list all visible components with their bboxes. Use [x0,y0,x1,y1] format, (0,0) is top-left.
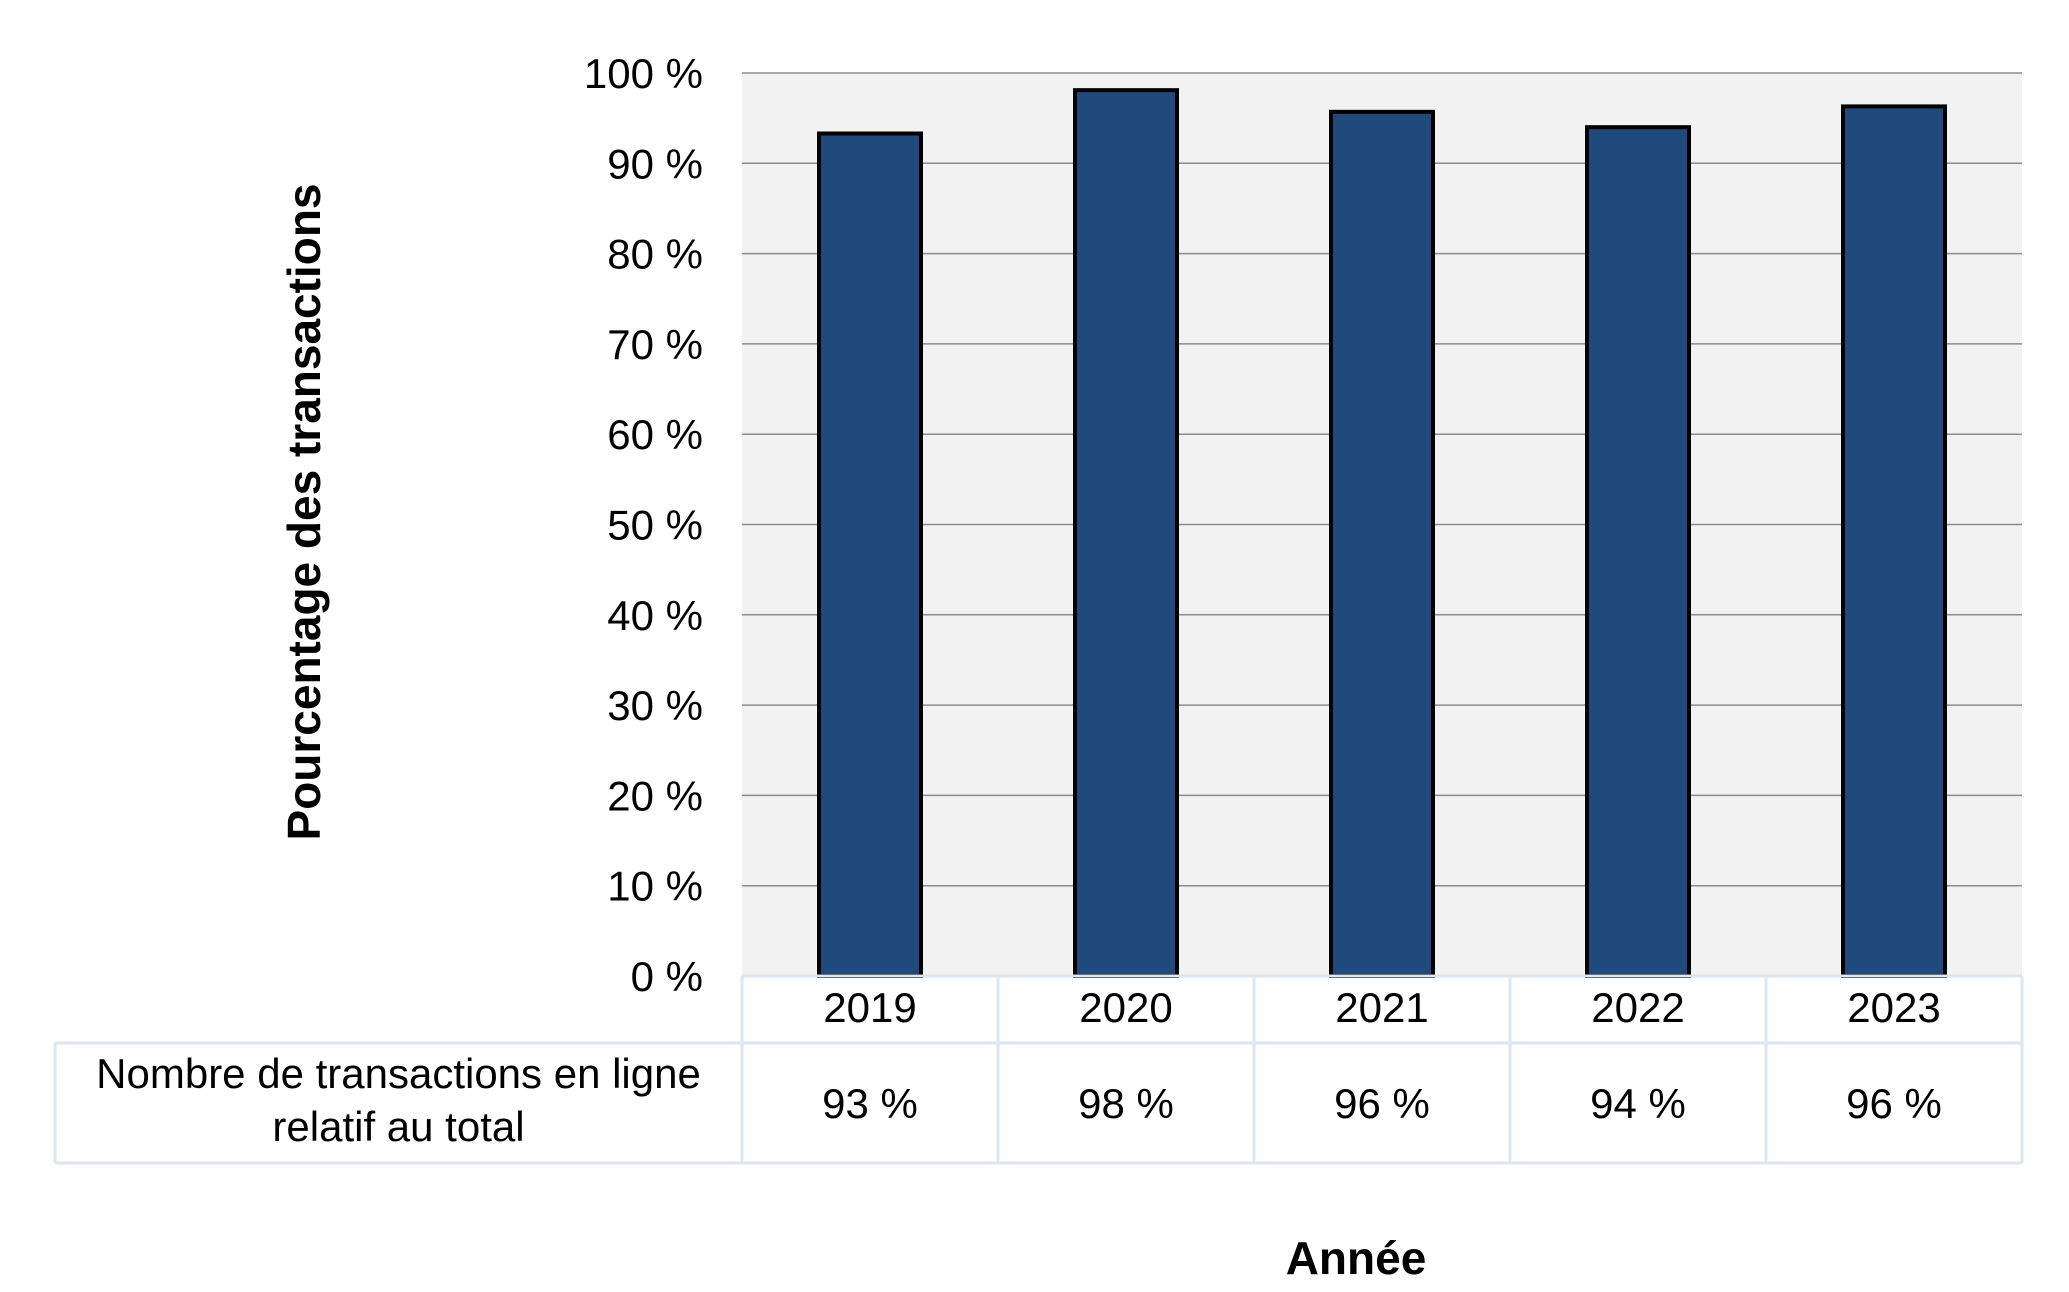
y-tick-label: 50 % [607,502,703,549]
x-tick-label: 2019 [823,984,916,1031]
x-tick-label: 2021 [1335,984,1428,1031]
bar [1073,88,1179,979]
bar [1841,104,1947,978]
y-tick-labels: 0 % 10 % 20 % 30 % 40 % 50 % 60 % 70 % 80 % 90 % 1… [584,50,703,1000]
bars [817,88,1947,979]
y-tick-label: 10 % [607,863,703,910]
table-cell-value: 94 % [1590,1080,1686,1127]
table-cell-value: 96 % [1334,1080,1430,1127]
table-cell-value: 93 % [822,1080,918,1127]
x-tick-label: 2022 [1591,984,1684,1031]
y-tick-label: 20 % [607,772,703,819]
x-tick-label: 2023 [1847,984,1940,1031]
y-tick-label: 100 % [584,50,703,97]
y-tick-label: 0 % [631,953,703,1000]
bar [817,131,923,979]
table-row-label: relatif au total [272,1103,524,1150]
table-cell-value: 96 % [1846,1080,1942,1127]
table-cell-value: 98 % [1078,1080,1174,1127]
y-tick-label: 30 % [607,682,703,729]
bar [1585,125,1691,979]
y-axis-title: Pourcentage des transactions [278,184,330,841]
x-tick-label: 2020 [1079,984,1172,1031]
table-row-label: Nombre de transactions en ligne [96,1050,701,1097]
y-tick-label: 90 % [607,140,703,187]
bar [1329,109,1435,979]
y-tick-label: 40 % [607,592,703,639]
x-axis-title: Année [1286,1232,1427,1284]
y-tick-label: 60 % [607,411,703,458]
data-table: 2019 93 % 2020 98 % 2021 96 % 2022 94 % 2023 96 %… [53,974,2024,1165]
y-tick-label: 80 % [607,231,703,278]
y-tick-label: 70 % [607,321,703,368]
